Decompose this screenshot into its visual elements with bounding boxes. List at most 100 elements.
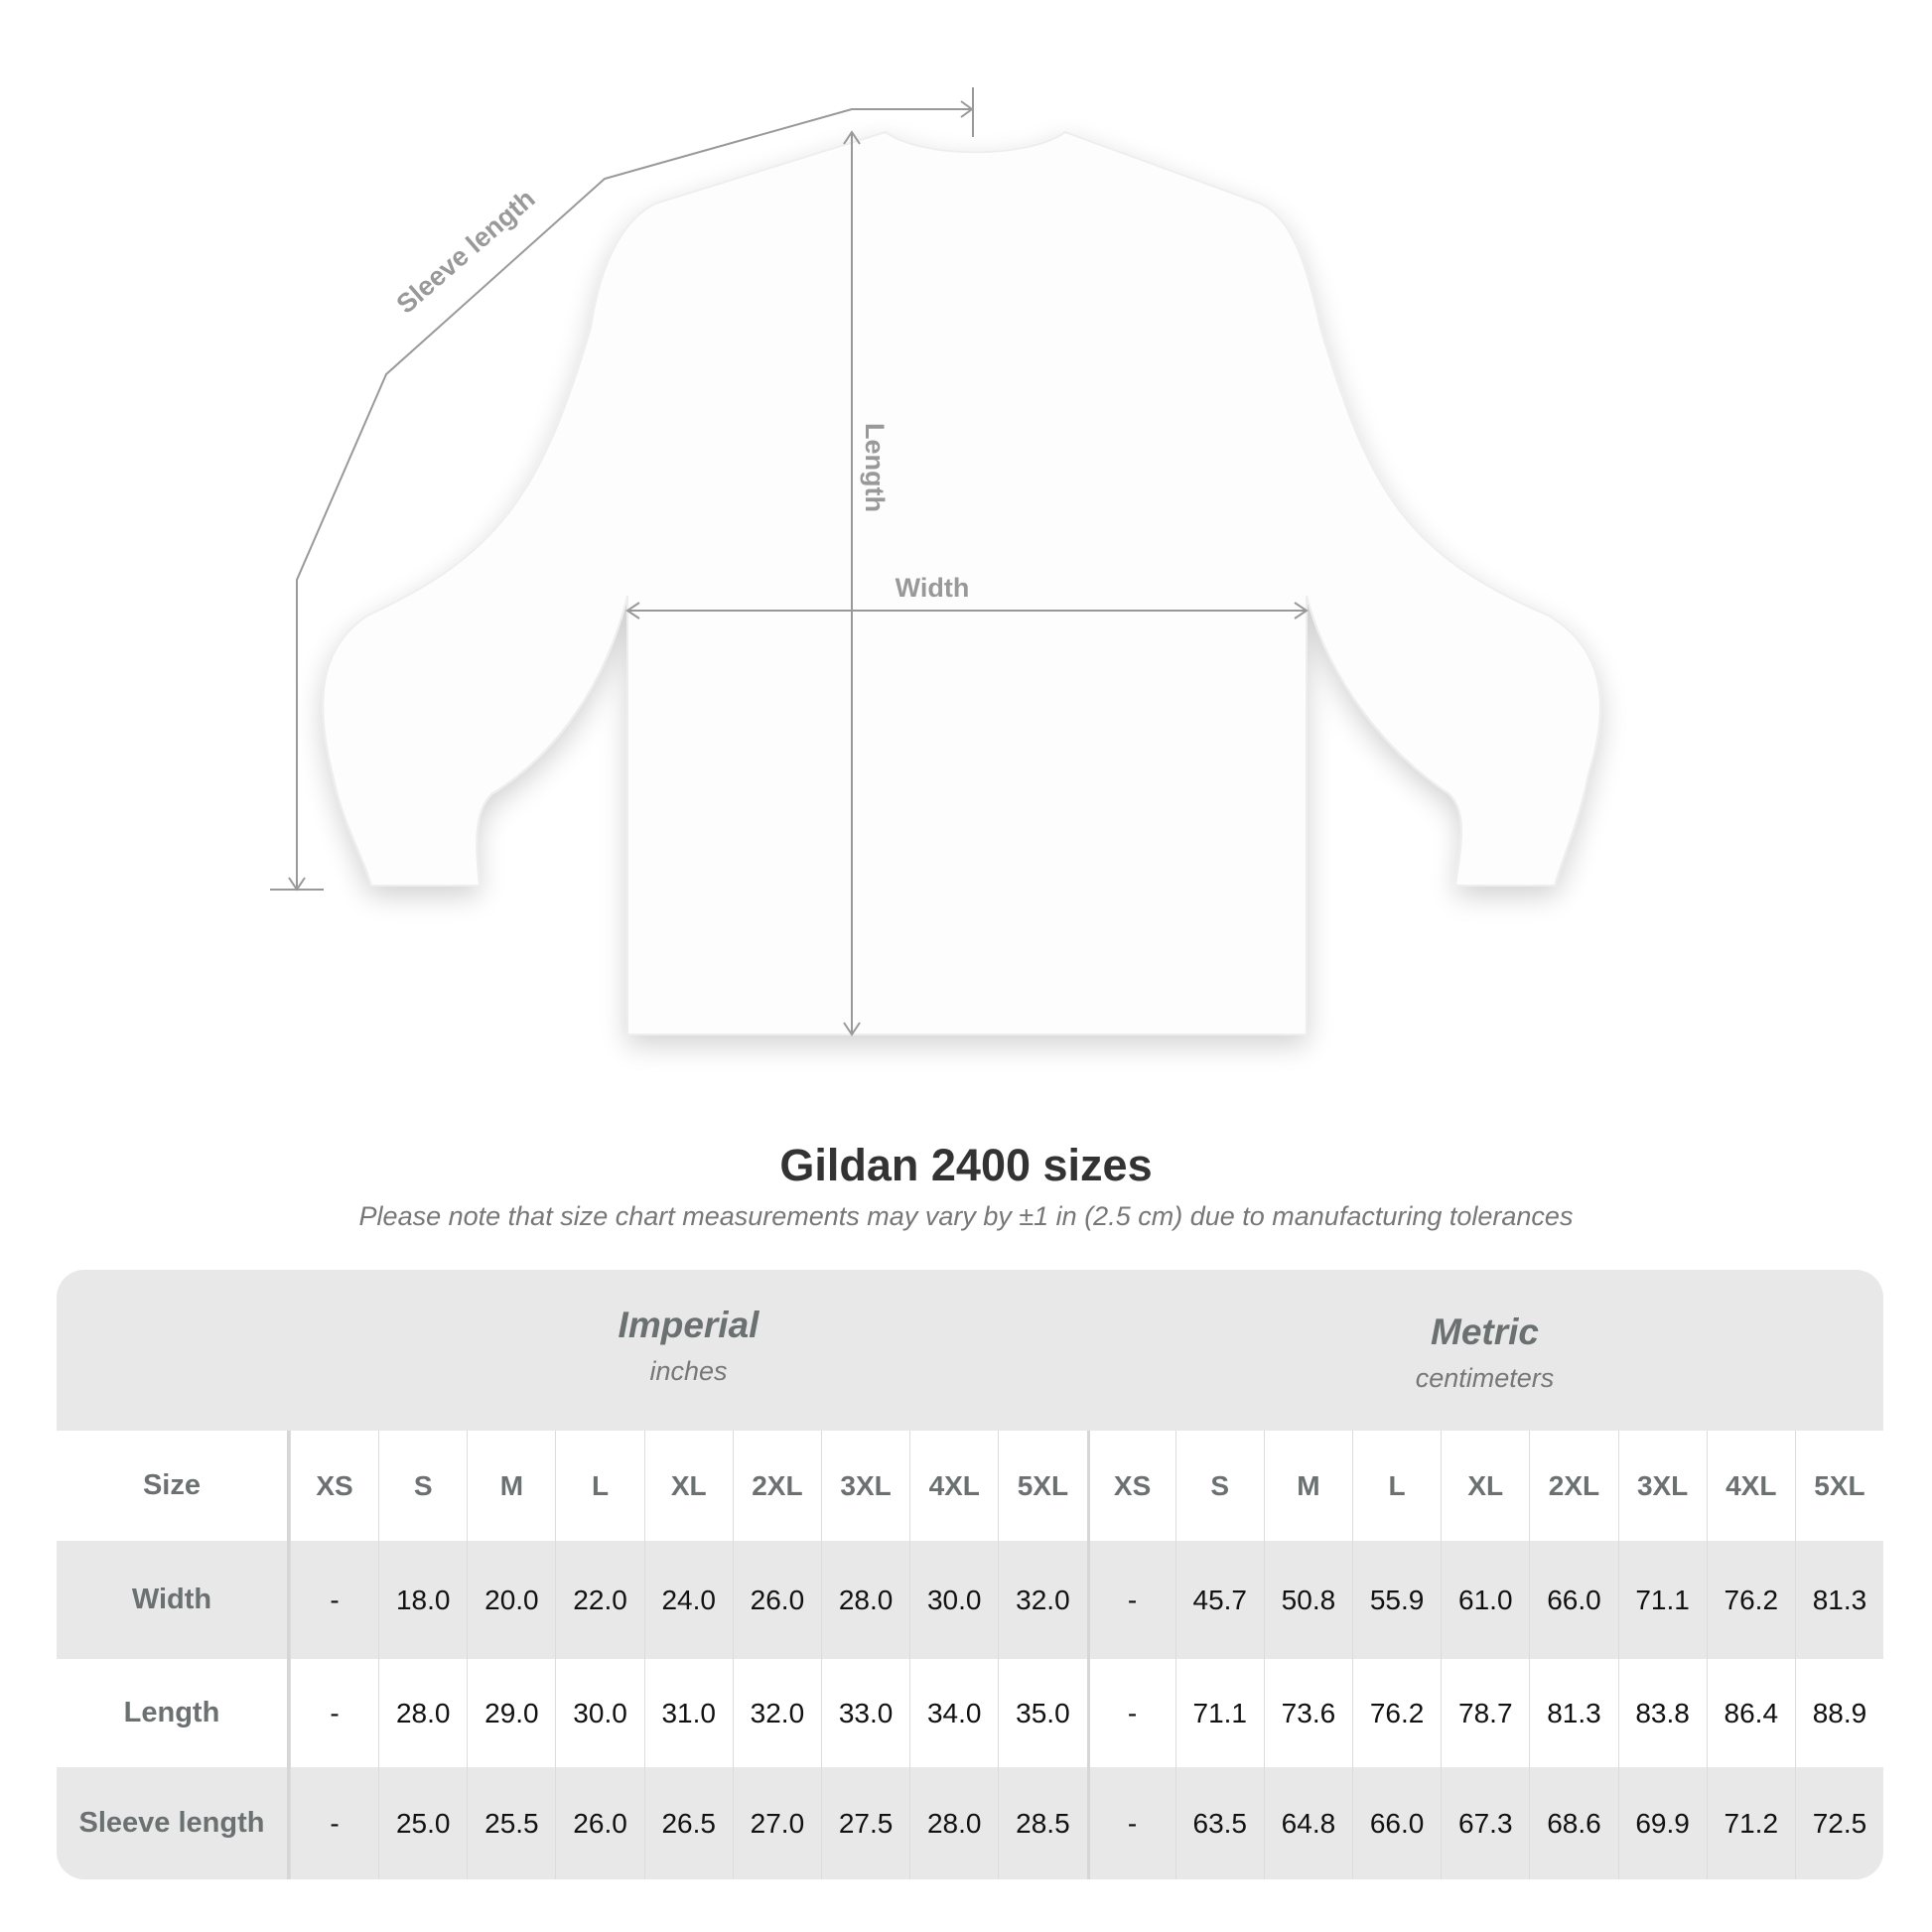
length-arrowhead-top <box>843 130 861 145</box>
value-cell-imperial: 34.0 <box>909 1659 998 1767</box>
value-cell-imperial: 28.0 <box>378 1659 467 1767</box>
length-label: Length <box>860 423 890 512</box>
value-cell-metric: 67.3 <box>1441 1767 1529 1879</box>
width-label: Width <box>896 573 970 603</box>
page-title: Gildan 2400 sizes <box>779 1140 1153 1190</box>
value-cell-metric: - <box>1086 1659 1175 1767</box>
value-cell-metric: - <box>1086 1767 1175 1879</box>
value-cell-metric: 64.8 <box>1263 1767 1352 1879</box>
size-header-metric: M <box>1263 1431 1352 1541</box>
value-cell-metric: 71.2 <box>1706 1767 1795 1879</box>
value-cell-imperial: 30.0 <box>909 1541 998 1659</box>
value-cell-imperial: 26.5 <box>643 1767 733 1879</box>
sleeve-length-label: Sleeve length <box>391 184 541 320</box>
size-header-imperial: L <box>555 1431 643 1541</box>
metric-unit: centimeters <box>1415 1363 1555 1393</box>
value-cell-imperial: 18.0 <box>378 1541 467 1659</box>
value-cell-imperial: 20.0 <box>467 1541 555 1659</box>
sleeve-length-line <box>296 108 972 890</box>
width-arrowhead-right <box>1294 602 1309 620</box>
value-cell-metric: 76.2 <box>1706 1541 1795 1659</box>
value-cell-metric: 78.7 <box>1441 1659 1529 1767</box>
value-cell-metric: 76.2 <box>1352 1659 1441 1767</box>
value-cell-imperial: 33.0 <box>820 1659 909 1767</box>
value-cell-metric: 63.5 <box>1174 1767 1264 1879</box>
value-cell-metric: 68.6 <box>1529 1767 1617 1879</box>
size-header-row: Size XS S M L XL 2XL 3XL 4XL 5XL XS S M L XL 2XL 3XL 4XL… <box>57 1431 1883 1541</box>
imperial-header: Imperial inches <box>290 1305 1087 1387</box>
size-header-imperial: M <box>467 1431 555 1541</box>
size-header-metric: L <box>1352 1431 1441 1541</box>
value-cell-imperial: - <box>289 1541 378 1659</box>
value-cell-metric: 66.0 <box>1352 1767 1441 1879</box>
value-cell-metric: 55.9 <box>1352 1541 1441 1659</box>
size-header-metric: 4XL <box>1706 1431 1795 1541</box>
shirt-diagram: Sleeve length Length Width <box>270 87 1601 1036</box>
value-cell-metric: 45.7 <box>1174 1541 1264 1659</box>
value-cell-imperial: 25.5 <box>467 1767 555 1879</box>
length-arrowhead-bottom <box>843 1022 861 1036</box>
unit-header-band <box>57 1270 1883 1431</box>
value-cell-imperial: 30.0 <box>555 1659 643 1767</box>
value-cell-imperial: 24.0 <box>643 1541 733 1659</box>
size-header-imperial: 3XL <box>820 1431 909 1541</box>
value-cell-imperial: 28.5 <box>998 1767 1086 1879</box>
table-row: Length -28.0 29.0 30.0 31.0 32.0 33.0 34.0 35.0-… <box>57 1659 1883 1767</box>
size-header-metric: S <box>1174 1431 1264 1541</box>
value-cell-imperial: 26.0 <box>555 1767 643 1879</box>
value-cell-metric: 69.9 <box>1617 1767 1707 1879</box>
size-label: Size <box>57 1431 290 1541</box>
value-cell-metric: 86.4 <box>1706 1659 1795 1767</box>
metric-title: Metric <box>1431 1311 1539 1352</box>
value-cell-imperial: 29.0 <box>467 1659 555 1767</box>
size-header-imperial: 4XL <box>909 1431 998 1541</box>
size-header-imperial: 5XL <box>998 1431 1086 1541</box>
size-header-imperial: 2XL <box>732 1431 821 1541</box>
value-cell-metric: 66.0 <box>1529 1541 1617 1659</box>
value-cell-metric: 71.1 <box>1174 1659 1264 1767</box>
value-cell-imperial: 31.0 <box>643 1659 733 1767</box>
value-cell-metric: 73.6 <box>1263 1659 1352 1767</box>
imperial-unit: inches <box>649 1356 728 1386</box>
value-cell-imperial: 27.0 <box>732 1767 821 1879</box>
value-cell-imperial: 27.5 <box>820 1767 909 1879</box>
measurement-lines <box>270 87 1309 1036</box>
value-cell-metric: 81.3 <box>1529 1659 1617 1767</box>
size-header-metric: XL <box>1441 1431 1529 1541</box>
value-cell-imperial: 22.0 <box>555 1541 643 1659</box>
value-cell-imperial: 28.0 <box>820 1541 909 1659</box>
value-cell-imperial: 26.0 <box>732 1541 821 1659</box>
value-cell-metric: - <box>1086 1541 1175 1659</box>
metric-header: Metric centimeters <box>1086 1311 1883 1394</box>
value-cell-imperial: - <box>289 1767 378 1879</box>
value-cell-metric: 83.8 <box>1617 1659 1707 1767</box>
size-header-metric: XS <box>1086 1431 1175 1541</box>
size-table: Imperial inches Metric centimeters Size … <box>57 1270 1883 1879</box>
imperial-title: Imperial <box>618 1305 759 1345</box>
row-label: Length <box>57 1659 290 1767</box>
value-cell-metric: 61.0 <box>1441 1541 1529 1659</box>
sleeve-arrowhead-right <box>960 100 974 118</box>
sleeve-arrowhead-down <box>288 877 306 892</box>
value-cell-imperial: 25.0 <box>378 1767 467 1879</box>
width-arrowhead-left <box>625 602 640 620</box>
value-cell-metric: 88.9 <box>1794 1659 1883 1767</box>
size-header-metric: 5XL <box>1794 1431 1883 1541</box>
size-header-imperial: XL <box>643 1431 733 1541</box>
value-cell-metric: 50.8 <box>1263 1541 1352 1659</box>
table-row: Width -18.0 20.0 22.0 24.0 26.0 28.0 30.0 32.0-4… <box>57 1541 1883 1659</box>
value-cell-imperial: 32.0 <box>732 1659 821 1767</box>
value-cell-metric: 72.5 <box>1794 1767 1883 1879</box>
value-cell-imperial: 32.0 <box>998 1541 1086 1659</box>
row-label: Width <box>57 1541 290 1659</box>
size-header-imperial: S <box>378 1431 467 1541</box>
size-header-metric: 3XL <box>1617 1431 1707 1541</box>
size-header-metric: 2XL <box>1529 1431 1617 1541</box>
tolerance-note: Please note that size chart measurements… <box>358 1201 1574 1231</box>
value-cell-metric: 81.3 <box>1794 1541 1883 1659</box>
row-label: Sleeve length <box>57 1767 290 1879</box>
value-cell-imperial: - <box>289 1659 378 1767</box>
size-header-imperial: XS <box>289 1431 378 1541</box>
value-cell-metric: 71.1 <box>1617 1541 1707 1659</box>
table-row: Sleeve length -25.0 25.5 26.0 26.5 27.0 27.5 28… <box>57 1767 1883 1879</box>
